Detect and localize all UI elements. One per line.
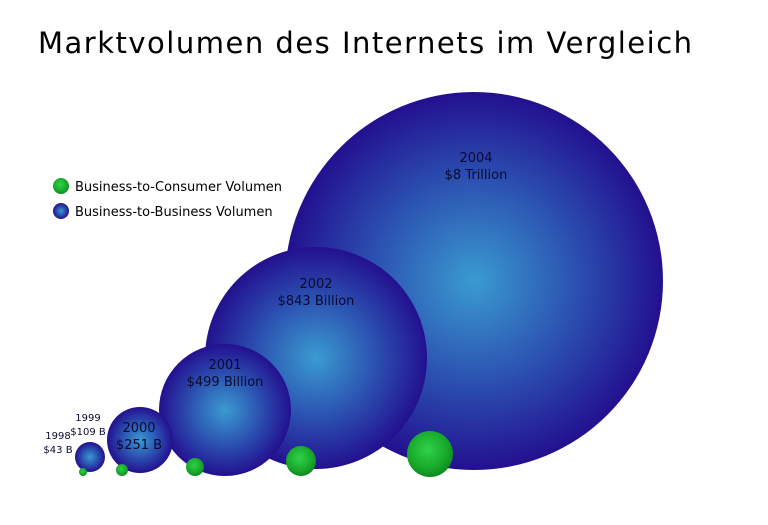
- value-label-2000: $251 B: [116, 438, 162, 453]
- b2b-bubble-1998: [75, 442, 105, 472]
- year-label-1999: 1999: [75, 413, 100, 424]
- value-label-1999: $109 B: [70, 427, 106, 438]
- value-label-2001: $499 Billion: [187, 375, 264, 390]
- b2c-bubble-1998: [79, 468, 87, 476]
- year-label-1998: 1998: [45, 431, 70, 442]
- year-label-2002: 2002: [299, 277, 332, 292]
- value-label-2004: $8 Trillion: [445, 168, 508, 183]
- b2c-bubble-2001: [286, 446, 316, 476]
- year-label-2001: 2001: [208, 358, 241, 373]
- b2b-bubble-2000: [107, 407, 173, 473]
- b2c-bubble-2002: [407, 431, 453, 477]
- value-label-1998: $43 B: [43, 445, 72, 456]
- legend-label-b2c: Business-to-Consumer Volumen: [75, 180, 282, 195]
- year-label-2000: 2000: [122, 421, 155, 436]
- chart-title: Marktvolumen des Internets im Vergleich: [38, 26, 694, 60]
- legend-swatch-b2b: [53, 203, 69, 219]
- value-label-2002: $843 Billion: [278, 294, 355, 309]
- b2c-bubble-2000: [186, 458, 204, 476]
- legend-swatch-b2c: [53, 178, 69, 194]
- bubble-layer: 1998 $43 B 1999 $109 B 2000 $251 B 2001 $499 Bi…: [43, 92, 663, 477]
- legend: Business-to-Consumer Volumen Business-to…: [53, 178, 282, 220]
- b2b-bubble-2001: [159, 344, 291, 476]
- year-label-2004: 2004: [459, 151, 492, 166]
- legend-label-b2b: Business-to-Business Volumen: [75, 205, 273, 220]
- b2c-bubble-1999: [116, 464, 128, 476]
